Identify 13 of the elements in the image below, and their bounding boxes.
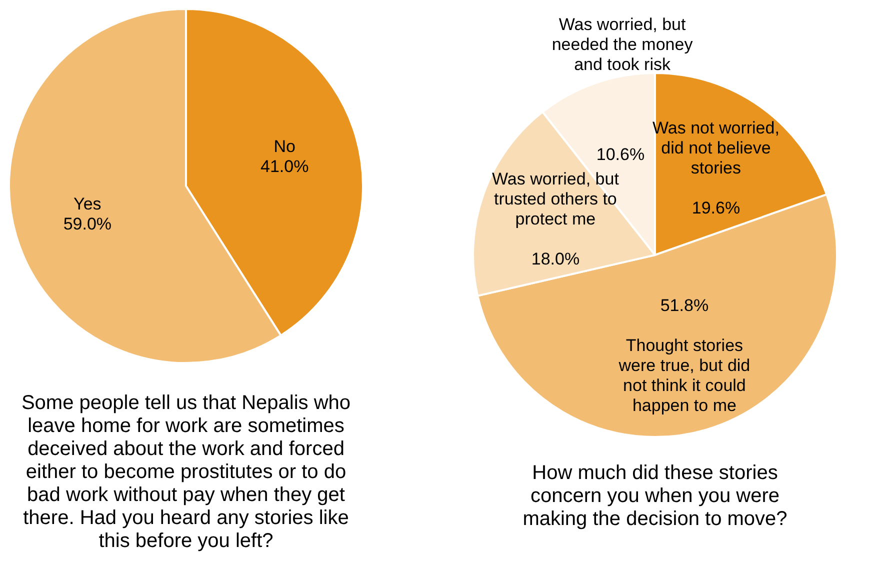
data-label: 41.0%	[260, 157, 309, 176]
text: Some people tell us that Nepalis who leave home for work are sometimes deceived about the work and forced either to become prostitutes or to do bad work without pay when they get there. Had you heard any stories like this before you left?	[20, 392, 352, 553]
data-label: 10.6%	[596, 144, 645, 164]
slice-label: Thought stories were true, but did not think it could happen to me	[618, 336, 750, 416]
data-label: 59.0%	[63, 214, 112, 234]
slice-label: Was worried, but trusted others to protect me	[492, 170, 620, 229]
data-label: 19.6%	[692, 198, 740, 218]
slice-label: Yes	[74, 194, 102, 214]
text: How much did these stories concern you when you were making the decision to move?	[522, 462, 788, 531]
data-label: 51.8%	[660, 296, 709, 316]
slice-label: No	[274, 137, 296, 156]
data-label: 18.0%	[531, 250, 580, 269]
slice-label: Was worried, but needed the money and took risk	[552, 15, 694, 74]
